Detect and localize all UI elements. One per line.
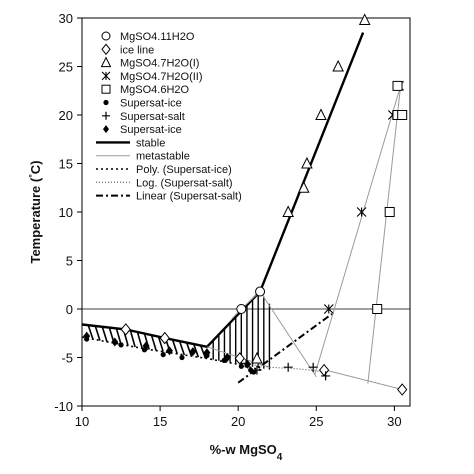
data-point-mgso4-7h2o-i — [251, 351, 263, 364]
data-point-mgso4-6h2o — [392, 80, 403, 91]
data-point-mgso4-7h2o-ii — [323, 304, 334, 314]
data-point-supersat-ice — [179, 354, 185, 361]
series-line-metastable — [259, 291, 317, 378]
y-tick-label: 30 — [59, 11, 73, 26]
legend-label-ice-line: ice line — [120, 44, 154, 56]
y-tick-label: 10 — [59, 205, 73, 220]
x-tick-label: 10 — [75, 414, 89, 429]
legend-label-linear-supersat-salt: Linear (Supersat-salt) — [136, 191, 242, 203]
x-tick-label: 25 — [309, 414, 323, 429]
data-point-mgso4-7h2o-i — [358, 13, 371, 25]
y-tick-label: 15 — [59, 157, 73, 172]
data-point-supersat-ice — [223, 353, 231, 362]
legend-label-supersat-salt: Supersat-salt — [120, 111, 185, 123]
legend-label-poly-supersat-ice: Poly. (Supersat-ice) — [136, 164, 232, 176]
y-axis-title: Temperature (°C) — [27, 160, 43, 263]
legend-label-mgso4-7h2o-i: MgSO4.7H2O(I) — [120, 58, 199, 70]
data-point-supersat-ice — [189, 347, 197, 357]
x-tick-label: 30 — [387, 414, 401, 429]
data-point-supersat-ice — [142, 341, 150, 351]
legend-label-mgso4-6h2o: MgSO4.6H2O — [120, 84, 190, 96]
data-point-supersat-ice — [118, 342, 124, 348]
data-point-supersat-salt — [283, 362, 293, 372]
data-point-mgso4-11h2o — [236, 304, 247, 314]
legend-label-stable: stable — [136, 137, 165, 149]
hatch-stroke — [94, 325, 101, 341]
data-point-supersat-salt — [308, 362, 318, 372]
hatch-stroke — [178, 340, 186, 356]
data-point-supersat-ice — [111, 337, 119, 347]
y-tick-label: 20 — [59, 108, 73, 123]
series-line-metastable — [367, 85, 402, 384]
hatch-stroke — [87, 324, 94, 340]
data-point-supersat-ice — [238, 363, 244, 369]
y-tick-label: 25 — [59, 60, 73, 75]
data-point-mgso4-7h2o-i — [301, 156, 313, 169]
data-point-mgso4-7h2o-i — [315, 108, 327, 120]
data-point-mgso4-6h2o — [384, 207, 395, 217]
legend-label-log-supersat-salt: Log. (Supersat-salt) — [136, 177, 233, 189]
legend-symbol-supersat-ice — [103, 99, 109, 106]
data-point-supersat-salt — [252, 365, 262, 375]
data-point-supersat-ice — [203, 348, 211, 358]
data-point-supersat-ice — [244, 359, 252, 369]
data-point-supersat-salt — [321, 371, 331, 381]
legend-label-metastable: metastable — [136, 151, 190, 163]
data-point-mgso4-7h2o-ii — [356, 207, 367, 217]
series-line-metastable — [314, 85, 402, 376]
data-point-supersat-ice — [83, 331, 91, 341]
data-point-mgso4-7h2o-i — [282, 205, 294, 217]
series-line-metastable — [325, 369, 403, 390]
data-point-mgso4-7h2o-i — [332, 59, 344, 72]
x-axis-title: %-w MgSO4 — [210, 442, 283, 463]
series-line-metastable — [231, 291, 261, 320]
hatch-stroke — [101, 326, 108, 343]
y-tick-label: -10 — [54, 399, 73, 414]
series-line-log-supersat-salt — [242, 362, 326, 373]
legend-symbol-mgso4-11h2o — [101, 31, 111, 41]
data-point-ice-line — [397, 383, 408, 396]
legend-symbol-mgso4-7h2o-ii — [101, 71, 111, 81]
data-point-ice-line — [234, 352, 245, 365]
data-point-supersat-ice — [160, 351, 166, 358]
y-tick-label: -5 — [61, 351, 73, 366]
data-point-ice-line — [318, 363, 330, 377]
data-point-ice-line — [120, 323, 131, 336]
hatch-stroke — [171, 339, 179, 355]
axis-ticks: 10 15 20 25 30 -10 -5 0 5 10 15 20 25 30 — [54, 11, 401, 429]
data-point-mgso4-6h2o — [397, 110, 408, 120]
hatch-stroke — [185, 342, 193, 357]
legend-symbol-ice-line — [101, 43, 111, 56]
hatch-stroke — [136, 331, 143, 349]
hatch-stroke — [115, 328, 122, 345]
x-tick-label: 20 — [231, 414, 245, 429]
y-tick-label: 0 — [66, 302, 73, 317]
hatch-stroke — [150, 334, 157, 351]
hatch-stroke — [157, 336, 164, 352]
hatch-stroke — [129, 330, 136, 348]
data-point-ice-line — [159, 331, 170, 345]
data-point-supersat-ice — [251, 369, 257, 375]
data-point-supersat-ice — [165, 346, 173, 356]
legend-symbol-mgso4-6h2o — [101, 84, 111, 94]
data-point-mgso4-11h2o — [255, 286, 266, 297]
data-point-mgso4-7h2o-i — [297, 181, 310, 193]
series-line-poly-supersat-ice — [82, 336, 262, 371]
legend-label-supersat-ice: Supersat-ice — [120, 98, 182, 110]
x-tick-label: 15 — [153, 414, 167, 429]
y-tick-label: 5 — [66, 254, 73, 269]
series-markers — [83, 13, 408, 396]
data-point-mgso4-6h2o — [372, 304, 383, 314]
legend-label-supersat-ice: Supersat-ice — [120, 124, 182, 136]
hatch-stroke — [192, 343, 200, 358]
legend-symbol-mgso4-7h2o-i — [100, 56, 112, 68]
legend-label-mgso4-7h2o-ii: MgSO4.7H2O(II) — [120, 71, 203, 83]
legend-symbol-supersat-ice — [103, 125, 109, 134]
legend-symbol-supersat-salt — [102, 111, 110, 120]
series-line-stable — [82, 32, 365, 349]
legend-label-mgso4-11h2o: MgSO4.11H2O — [120, 31, 195, 43]
